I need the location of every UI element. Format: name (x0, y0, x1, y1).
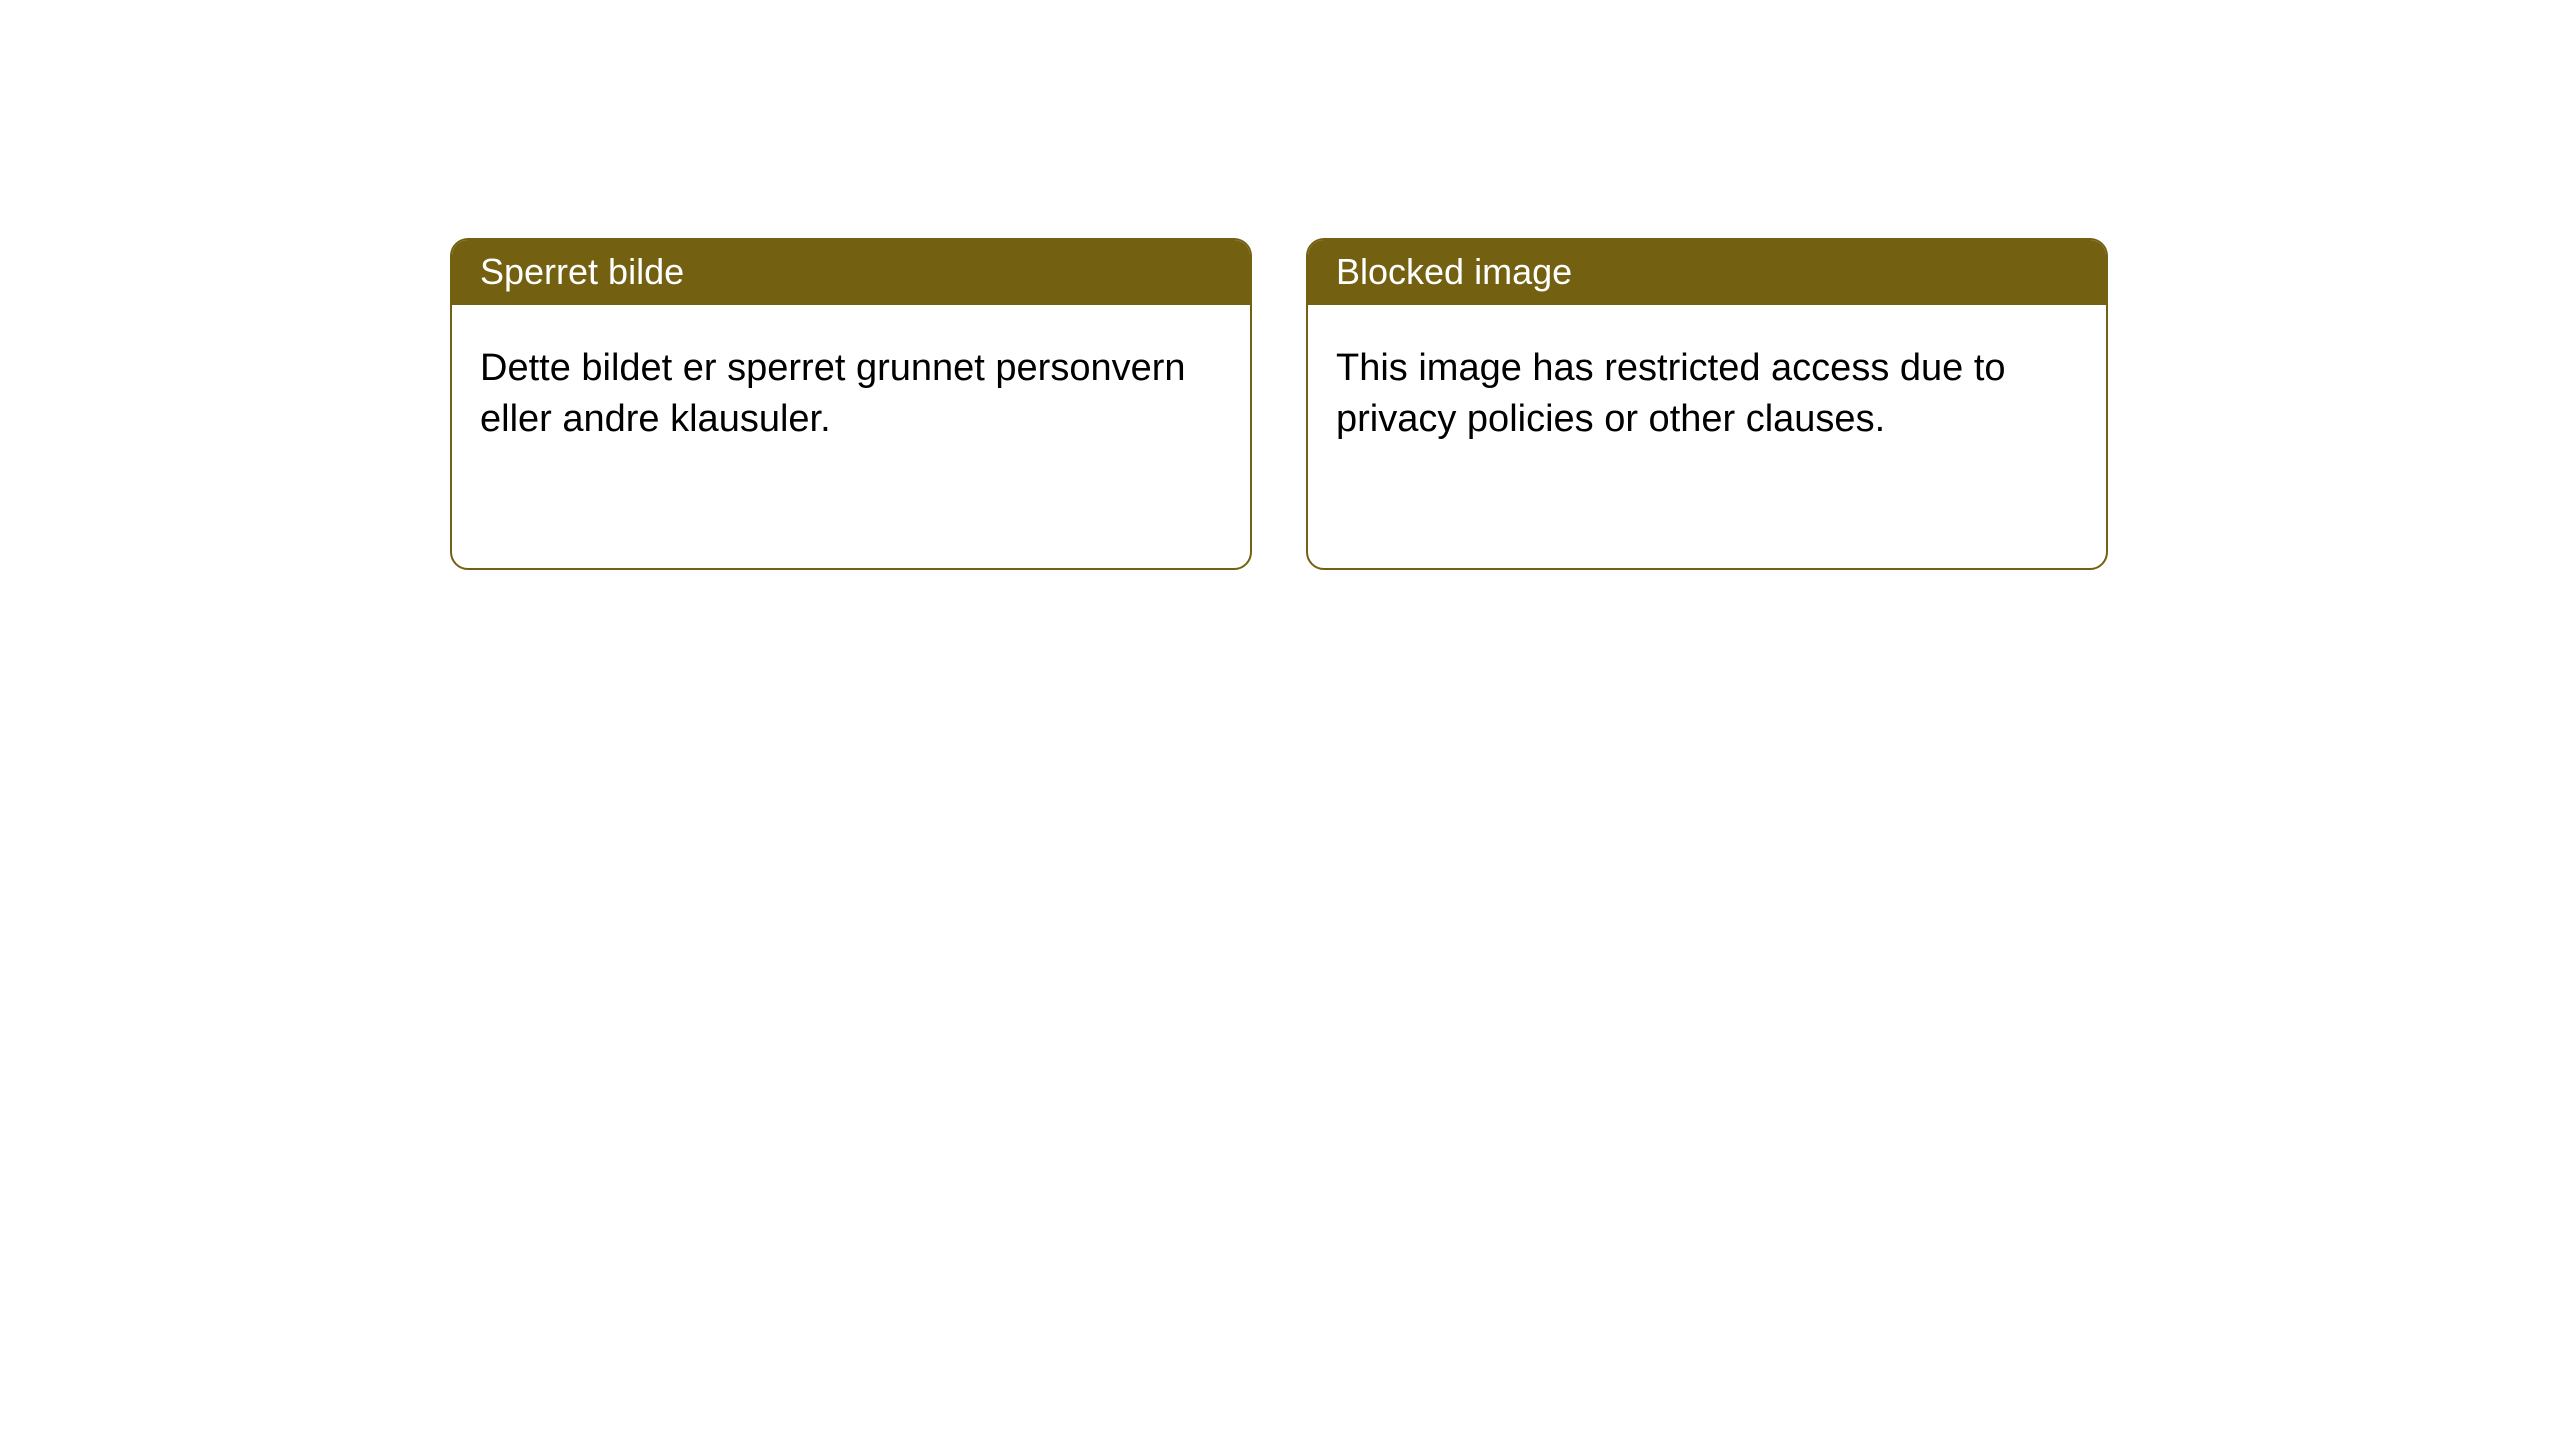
notice-container: Sperret bilde Dette bildet er sperret gr… (0, 0, 2560, 570)
notice-title-norwegian: Sperret bilde (452, 240, 1250, 305)
notice-card-norwegian: Sperret bilde Dette bildet er sperret gr… (450, 238, 1252, 570)
notice-card-english: Blocked image This image has restricted … (1306, 238, 2108, 570)
notice-body-english: This image has restricted access due to … (1308, 305, 2106, 484)
notice-body-norwegian: Dette bildet er sperret grunnet personve… (452, 305, 1250, 484)
notice-title-english: Blocked image (1308, 240, 2106, 305)
